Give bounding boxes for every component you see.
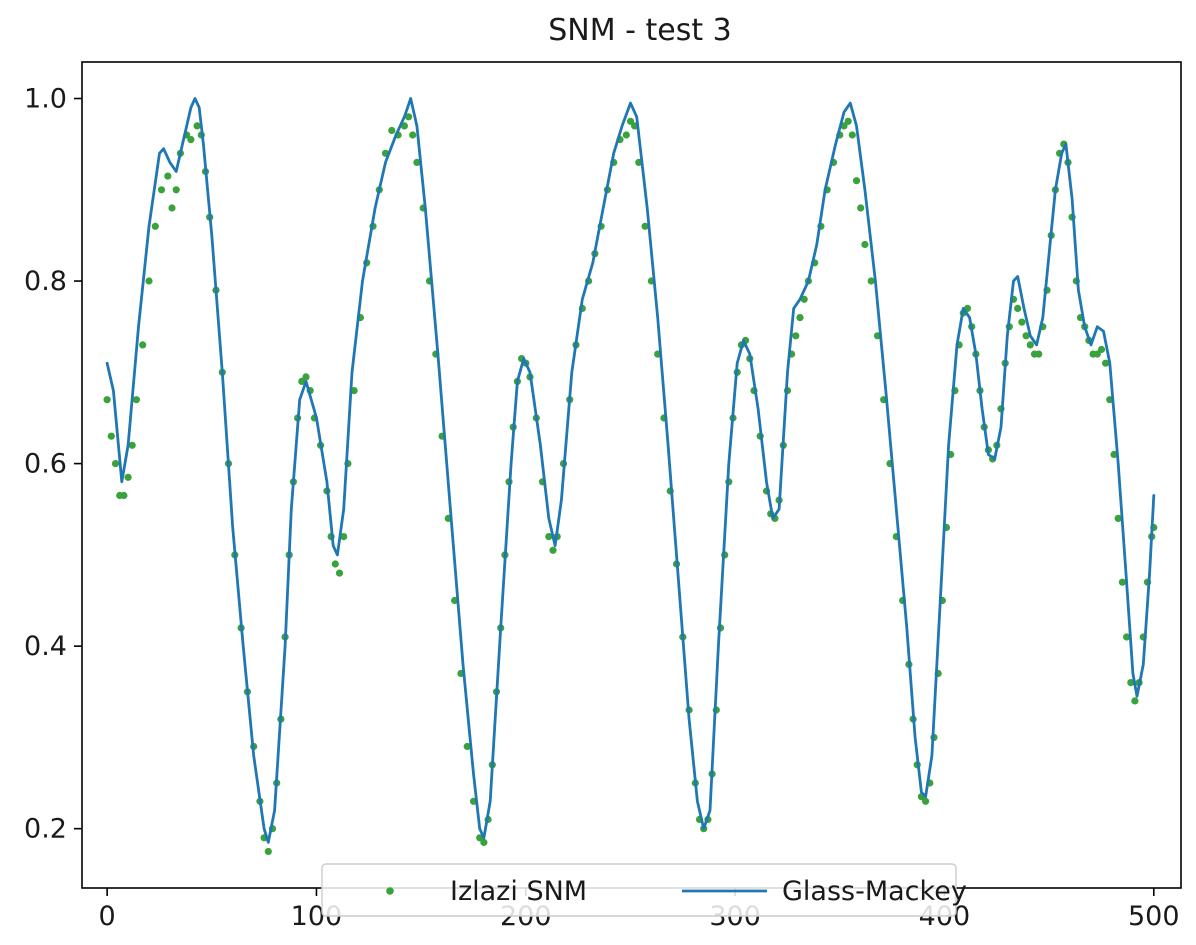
data-point [187, 136, 195, 144]
data-point [164, 172, 172, 180]
data-point [1131, 697, 1139, 705]
legend-marker-dot [386, 887, 394, 895]
data-point [172, 186, 180, 194]
data-point [1097, 345, 1106, 354]
data-point [626, 117, 635, 125]
data-point [111, 460, 120, 468]
series-line-glass-mackey [105, 97, 1156, 844]
data-point [641, 222, 649, 230]
data-point [298, 377, 306, 385]
data-point [792, 332, 800, 340]
data-point [388, 126, 396, 135]
legend-label: Izlazi SNM [450, 876, 587, 907]
data-point [124, 473, 132, 481]
data-point [476, 834, 484, 842]
data-point [1035, 350, 1043, 358]
legend-label: Glass-Mackey [782, 876, 967, 907]
data-point [128, 441, 136, 449]
axes-frame [81, 61, 1182, 889]
plot-area [103, 97, 1158, 856]
x-tick-label: 0 [99, 901, 116, 932]
data-point [103, 396, 111, 404]
data-point [848, 131, 856, 139]
data-point [463, 742, 471, 751]
data-point [264, 847, 272, 856]
data-point [120, 491, 128, 500]
data-point [622, 131, 630, 139]
data-point [107, 432, 115, 440]
data-point [1118, 578, 1126, 586]
data-point [1114, 514, 1122, 523]
series-points-izlazi-snm [103, 113, 1158, 856]
data-point [857, 204, 865, 212]
data-point [844, 117, 852, 125]
data-point [400, 122, 408, 130]
data-point [922, 797, 930, 805]
data-point [1026, 341, 1034, 349]
y-tick-label: 0.2 [24, 814, 67, 845]
data-point [480, 838, 488, 847]
data-point [1022, 332, 1030, 340]
data-point [867, 277, 875, 285]
data-point [796, 314, 804, 322]
data-point [193, 122, 201, 130]
data-point [861, 240, 869, 249]
data-point [1014, 304, 1022, 312]
data-point [132, 396, 140, 404]
y-tick-label: 0.8 [24, 266, 67, 297]
data-point [168, 204, 176, 212]
data-point [139, 341, 147, 349]
data-point [800, 295, 808, 303]
data-point [409, 131, 417, 139]
data-point [145, 277, 153, 285]
data-point [340, 533, 348, 541]
y-tick-label: 1.0 [24, 84, 67, 115]
legend: Izlazi SNM Glass-Mackey [321, 863, 967, 917]
data-point [1018, 318, 1026, 326]
y-tick-label: 0.6 [24, 449, 67, 480]
data-point [157, 186, 166, 194]
data-point [1127, 679, 1135, 687]
data-point [1093, 350, 1101, 358]
data-point [1123, 633, 1131, 641]
data-point [1110, 450, 1118, 459]
chart-title: SNM - test 3 [548, 13, 732, 48]
data-point [405, 113, 413, 121]
data-point [545, 533, 553, 541]
data-point [852, 177, 861, 185]
data-point [1102, 359, 1110, 367]
data-point [413, 158, 421, 166]
data-point [549, 546, 557, 554]
data-point [335, 569, 344, 577]
y-tick-label: 0.4 [24, 631, 67, 662]
x-tick-label: 500 [1128, 901, 1180, 932]
data-point [331, 560, 339, 568]
data-point [302, 373, 310, 381]
legend-frame [321, 863, 957, 917]
data-point [151, 222, 159, 230]
